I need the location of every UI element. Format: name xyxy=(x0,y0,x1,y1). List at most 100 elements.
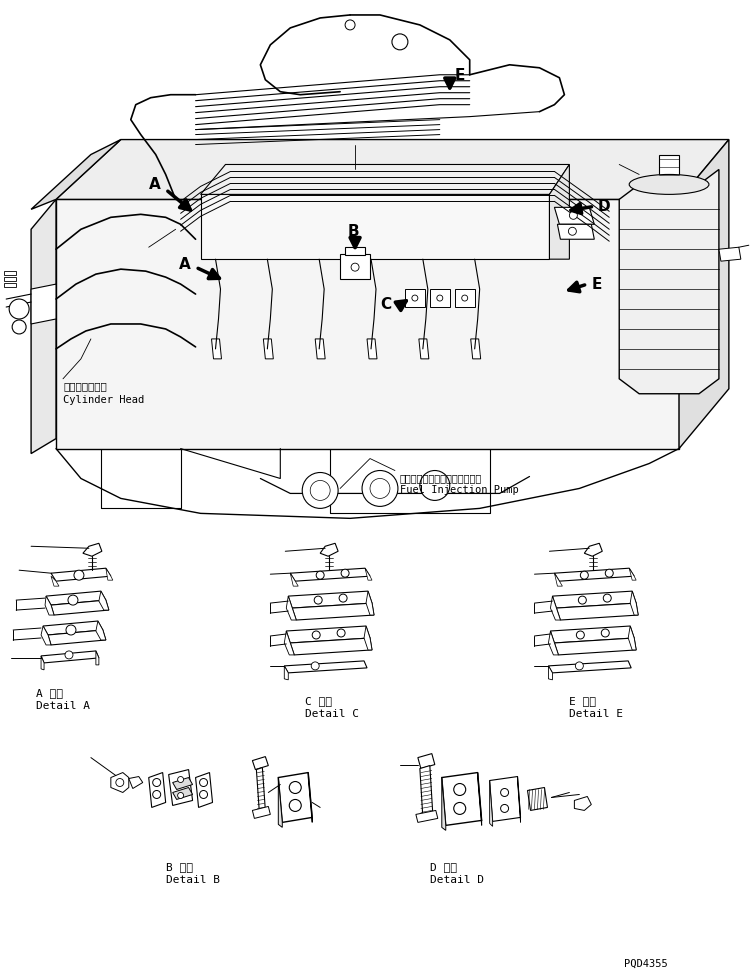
Polygon shape xyxy=(264,339,273,359)
Text: C 詳細: C 詳細 xyxy=(305,696,332,706)
Polygon shape xyxy=(291,638,372,654)
Circle shape xyxy=(370,479,390,498)
Polygon shape xyxy=(366,591,374,615)
Polygon shape xyxy=(41,626,51,645)
Circle shape xyxy=(152,790,161,798)
Text: Detail D: Detail D xyxy=(430,875,484,886)
Circle shape xyxy=(200,779,207,787)
Text: A 詳細: A 詳細 xyxy=(36,687,63,698)
Polygon shape xyxy=(340,254,370,279)
Text: Cylinder Head: Cylinder Head xyxy=(63,395,144,405)
Polygon shape xyxy=(288,591,372,608)
Polygon shape xyxy=(173,778,192,789)
Polygon shape xyxy=(517,777,520,822)
Polygon shape xyxy=(106,568,113,580)
Polygon shape xyxy=(550,596,560,620)
Polygon shape xyxy=(345,248,365,255)
Polygon shape xyxy=(201,164,569,194)
Polygon shape xyxy=(201,194,550,259)
Polygon shape xyxy=(212,339,222,359)
Circle shape xyxy=(420,471,450,500)
Polygon shape xyxy=(490,777,520,821)
Circle shape xyxy=(345,20,355,30)
Polygon shape xyxy=(195,773,213,808)
Polygon shape xyxy=(5,277,16,282)
Polygon shape xyxy=(291,568,370,582)
Polygon shape xyxy=(367,339,377,359)
Circle shape xyxy=(12,320,26,334)
Polygon shape xyxy=(83,544,102,556)
Circle shape xyxy=(578,596,587,604)
Polygon shape xyxy=(41,656,44,670)
Circle shape xyxy=(68,595,78,605)
Text: シリンダヘッド: シリンダヘッド xyxy=(63,381,107,390)
Circle shape xyxy=(337,629,345,637)
Polygon shape xyxy=(550,164,569,259)
Polygon shape xyxy=(554,568,634,582)
Circle shape xyxy=(289,799,301,812)
Polygon shape xyxy=(252,807,270,819)
Circle shape xyxy=(602,629,609,637)
Text: E 詳細: E 詳細 xyxy=(569,696,596,706)
Circle shape xyxy=(605,569,614,577)
Polygon shape xyxy=(45,596,54,615)
Circle shape xyxy=(581,571,588,579)
Polygon shape xyxy=(471,339,481,359)
Circle shape xyxy=(341,569,349,577)
Circle shape xyxy=(9,299,29,319)
Polygon shape xyxy=(149,773,166,808)
Polygon shape xyxy=(430,289,450,307)
Circle shape xyxy=(152,779,161,787)
Polygon shape xyxy=(315,339,325,359)
Text: D: D xyxy=(597,199,610,215)
Polygon shape xyxy=(364,626,372,650)
Polygon shape xyxy=(286,626,370,643)
Circle shape xyxy=(339,594,347,602)
Circle shape xyxy=(351,263,359,271)
Text: B: B xyxy=(348,224,360,239)
Circle shape xyxy=(310,481,330,500)
Polygon shape xyxy=(548,631,559,654)
Text: フェルインジェクションポンプ: フェルインジェクションポンプ xyxy=(400,474,482,484)
Text: B 詳細: B 詳細 xyxy=(166,862,193,872)
Polygon shape xyxy=(291,573,298,586)
Circle shape xyxy=(501,804,508,813)
Text: D 詳細: D 詳細 xyxy=(430,862,457,872)
Circle shape xyxy=(454,802,466,815)
Polygon shape xyxy=(556,603,638,620)
Circle shape xyxy=(575,662,584,670)
Polygon shape xyxy=(285,666,288,680)
Polygon shape xyxy=(96,651,99,665)
Polygon shape xyxy=(405,289,425,307)
Polygon shape xyxy=(51,576,59,586)
Circle shape xyxy=(302,473,338,509)
Polygon shape xyxy=(629,568,636,580)
Polygon shape xyxy=(286,596,296,620)
Polygon shape xyxy=(173,787,192,799)
Text: Detail B: Detail B xyxy=(166,875,219,886)
Polygon shape xyxy=(51,568,111,582)
Circle shape xyxy=(314,596,322,604)
Ellipse shape xyxy=(629,175,709,194)
Circle shape xyxy=(200,790,207,798)
Circle shape xyxy=(569,227,576,235)
Circle shape xyxy=(576,631,584,639)
Text: E: E xyxy=(591,277,602,292)
Polygon shape xyxy=(455,289,475,307)
Circle shape xyxy=(316,571,324,579)
Text: Detail A: Detail A xyxy=(36,701,90,711)
Polygon shape xyxy=(279,773,312,822)
Polygon shape xyxy=(31,199,56,453)
Text: Detail C: Detail C xyxy=(305,709,359,719)
Polygon shape xyxy=(292,603,374,620)
Polygon shape xyxy=(419,339,429,359)
Circle shape xyxy=(65,651,73,659)
Polygon shape xyxy=(420,765,433,818)
Polygon shape xyxy=(575,796,591,811)
Polygon shape xyxy=(256,767,265,813)
Polygon shape xyxy=(659,154,679,184)
Polygon shape xyxy=(31,285,56,324)
Polygon shape xyxy=(548,666,553,680)
Polygon shape xyxy=(719,248,740,261)
Polygon shape xyxy=(630,591,638,615)
